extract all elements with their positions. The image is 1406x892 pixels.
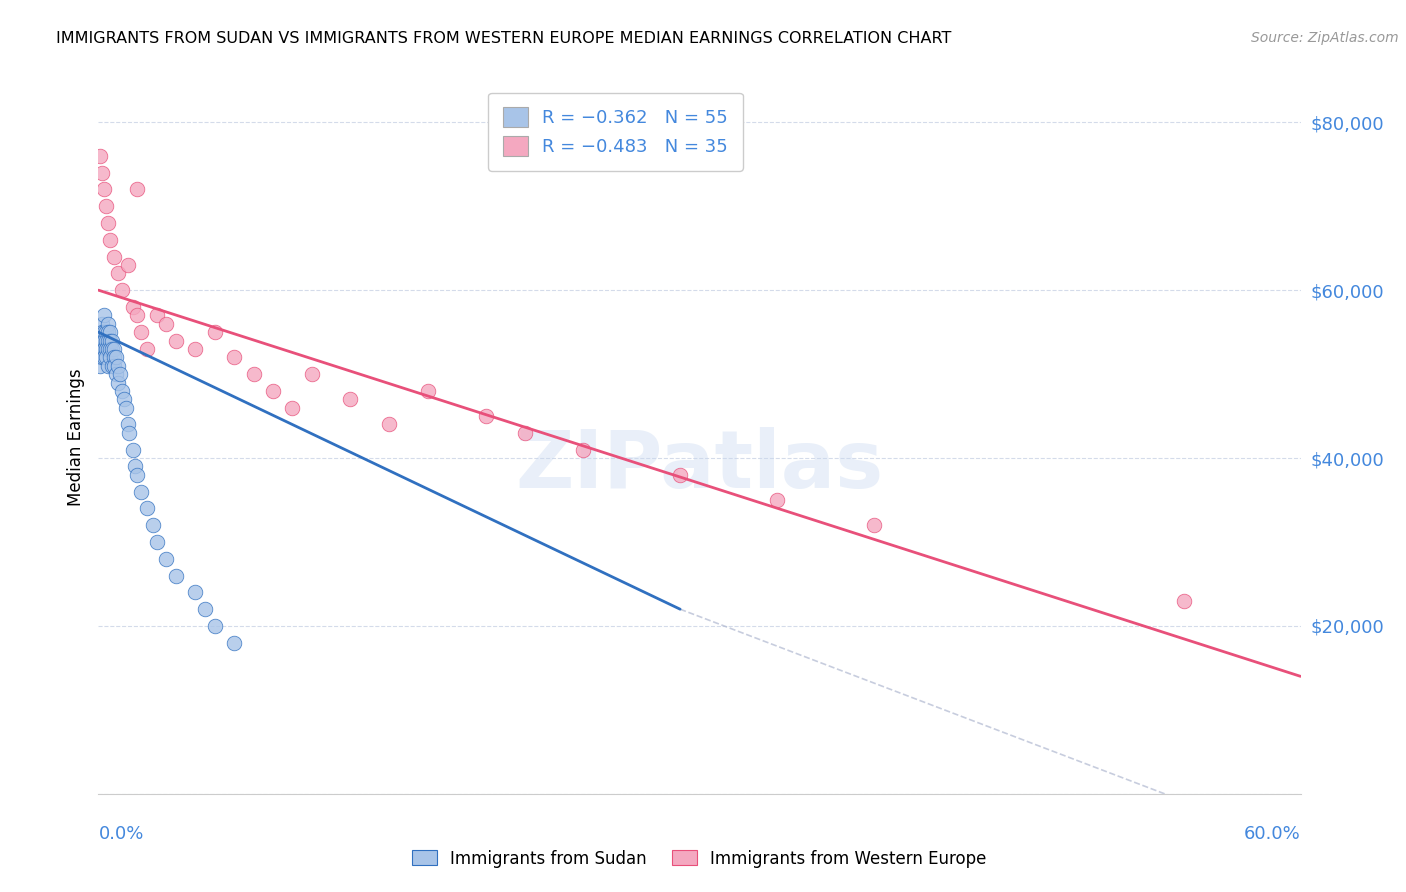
Point <box>89 342 111 356</box>
Point <box>135 342 157 356</box>
Point <box>89 351 111 365</box>
Point <box>863 518 886 533</box>
Point <box>104 367 127 381</box>
Point <box>96 199 118 213</box>
Point <box>281 401 304 415</box>
Point <box>96 325 118 339</box>
Point <box>416 384 439 398</box>
Point <box>103 351 125 365</box>
Y-axis label: Median Earnings: Median Earnings <box>66 368 84 506</box>
Point <box>242 367 264 381</box>
Point <box>98 325 121 339</box>
Point <box>204 325 226 339</box>
Point <box>101 342 124 356</box>
Point <box>93 325 115 339</box>
Point <box>112 392 135 407</box>
Point <box>91 334 114 348</box>
Point <box>127 182 149 196</box>
Point <box>117 258 139 272</box>
Point <box>96 342 118 356</box>
Point <box>111 384 134 398</box>
Point <box>97 325 120 339</box>
Point <box>475 409 498 423</box>
Text: 60.0%: 60.0% <box>1244 825 1301 843</box>
Point <box>89 149 111 163</box>
Point <box>103 359 125 373</box>
Point <box>378 417 401 432</box>
Point <box>89 359 111 373</box>
Point <box>165 334 187 348</box>
Point <box>118 425 141 440</box>
Point <box>142 518 165 533</box>
Point <box>91 351 114 365</box>
Point <box>107 359 129 373</box>
Point <box>155 317 177 331</box>
Text: ZIPatlas: ZIPatlas <box>516 426 883 505</box>
Point <box>224 351 246 365</box>
Point <box>301 367 323 381</box>
Point <box>155 551 177 566</box>
Point <box>98 342 121 356</box>
Point <box>111 283 134 297</box>
Point <box>122 300 145 314</box>
Point <box>766 493 789 508</box>
Point <box>122 442 145 457</box>
Point <box>97 216 120 230</box>
Point <box>513 425 536 440</box>
Point <box>1173 594 1195 608</box>
Point <box>184 342 207 356</box>
Point <box>103 342 125 356</box>
Point <box>194 602 217 616</box>
Point <box>224 636 246 650</box>
Point <box>97 317 120 331</box>
Point <box>114 401 136 415</box>
Text: 0.0%: 0.0% <box>98 825 143 843</box>
Point <box>101 334 124 348</box>
Point <box>184 585 207 599</box>
Point <box>145 535 167 549</box>
Point <box>204 619 226 633</box>
Point <box>127 467 149 482</box>
Legend: R = −0.362   N = 55, R = −0.483   N = 35: R = −0.362 N = 55, R = −0.483 N = 35 <box>488 93 742 170</box>
Point <box>93 351 115 365</box>
Point <box>91 317 114 331</box>
Point <box>669 467 692 482</box>
Point <box>96 351 118 365</box>
Point <box>98 334 121 348</box>
Point <box>129 484 152 499</box>
Point <box>104 351 127 365</box>
Point <box>572 442 595 457</box>
Point <box>124 459 146 474</box>
Point <box>98 351 121 365</box>
Point <box>262 384 284 398</box>
Point <box>93 342 115 356</box>
Point <box>93 182 115 196</box>
Text: IMMIGRANTS FROM SUDAN VS IMMIGRANTS FROM WESTERN EUROPE MEDIAN EARNINGS CORRELAT: IMMIGRANTS FROM SUDAN VS IMMIGRANTS FROM… <box>56 31 952 46</box>
Point <box>93 309 115 323</box>
Point <box>97 359 120 373</box>
Point <box>91 166 114 180</box>
Point <box>339 392 361 407</box>
Point <box>145 309 167 323</box>
Point <box>96 334 118 348</box>
Point <box>108 367 131 381</box>
Point <box>107 376 129 390</box>
Point <box>129 325 152 339</box>
Point <box>97 342 120 356</box>
Point <box>117 417 139 432</box>
Point <box>165 568 187 582</box>
Point <box>101 359 124 373</box>
Point <box>91 325 114 339</box>
Point <box>107 266 129 280</box>
Point <box>97 334 120 348</box>
Point <box>91 342 114 356</box>
Text: Source: ZipAtlas.com: Source: ZipAtlas.com <box>1251 31 1399 45</box>
Point <box>98 233 121 247</box>
Point <box>93 334 115 348</box>
Point <box>135 501 157 516</box>
Point <box>103 250 125 264</box>
Point <box>127 309 149 323</box>
